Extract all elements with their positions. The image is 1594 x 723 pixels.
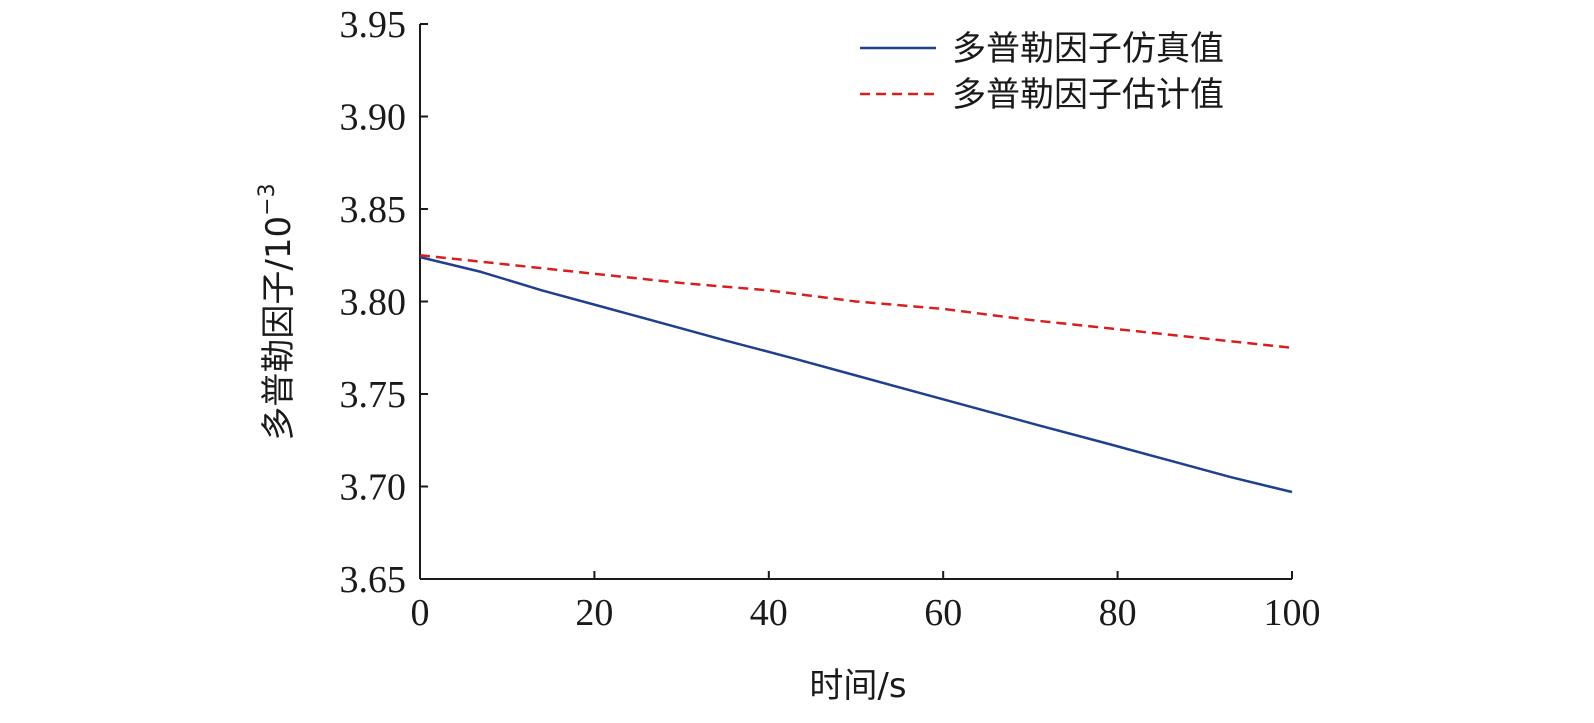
series-layer [419, 253, 1293, 494]
y-tick-label: 3.85 [340, 189, 407, 231]
x-tick-label: 40 [750, 592, 788, 634]
x-tick-label: 0 [411, 592, 430, 634]
y-tick-label: 3.80 [340, 282, 407, 324]
y-axis-title: 多普勒因子/10−3 [255, 183, 299, 440]
y-tick-label: 3.90 [340, 97, 407, 139]
x-tick-label: 20 [575, 592, 613, 634]
x-tick-label: 80 [1099, 592, 1137, 634]
x-tick-label: 60 [924, 592, 962, 634]
series-line-0 [419, 255, 1293, 494]
y-axis-title-text: 多普勒因子/10 [259, 216, 299, 441]
y-ticks: 3.65 3.70 3.75 3.80 3.85 3.90 3.95 [340, 4, 428, 601]
y-tick-label: 3.75 [340, 374, 407, 416]
y-tick-label: 3.95 [340, 4, 407, 46]
x-axis-title: 时间/s [809, 666, 906, 706]
series-line-1 [419, 253, 1293, 350]
x-ticks: 0 20 40 60 80 100 [411, 571, 1321, 634]
legend-label-1: 多普勒因子估计值 [952, 75, 1224, 115]
y-tick-label: 3.70 [340, 467, 407, 509]
x-tick-label: 100 [1264, 592, 1321, 634]
y-axis-title-exponent: −3 [255, 183, 280, 215]
y-tick-label: 3.65 [340, 559, 407, 601]
legend-label-0: 多普勒因子仿真值 [952, 29, 1224, 69]
